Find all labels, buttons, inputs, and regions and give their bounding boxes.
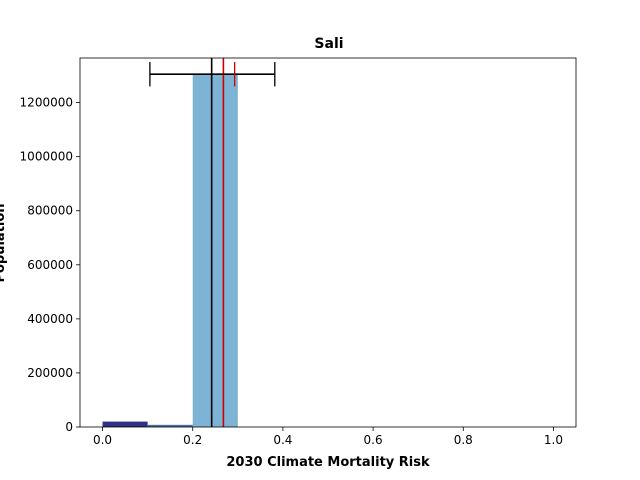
y-tick-label: 1000000: [20, 150, 73, 164]
axes-frame: [79, 57, 577, 428]
x-axis-label: 2030 Climate Mortality Risk: [226, 455, 430, 470]
y-tick-label: 0: [65, 420, 73, 434]
y-tick-label: 200000: [27, 366, 73, 380]
x-tick-label: 1.0: [544, 433, 563, 447]
x-tick-label: 0.4: [273, 433, 292, 447]
y-tick-label: 1200000: [20, 96, 73, 110]
x-tick-label: 0.0: [93, 433, 112, 447]
chart-title: Sali: [314, 36, 343, 52]
y-axis-label: Population: [0, 203, 8, 282]
histogram-bar-2: [192, 74, 238, 427]
y-tick-label: 400000: [27, 312, 73, 326]
x-tick-label: 0.8: [454, 433, 473, 447]
x-tick-label: 0.2: [183, 433, 202, 447]
y-tick-label: 800000: [27, 204, 73, 218]
histogram-bar-1: [147, 424, 193, 427]
x-tick-label: 0.6: [364, 433, 383, 447]
histogram-bar-0: [102, 421, 148, 427]
plot-area: 0.0 0.2 0.4 0.6 0.8 1.0 0 200000 400000 600000 800…: [20, 57, 577, 447]
y-tick-label: 600000: [27, 258, 73, 272]
